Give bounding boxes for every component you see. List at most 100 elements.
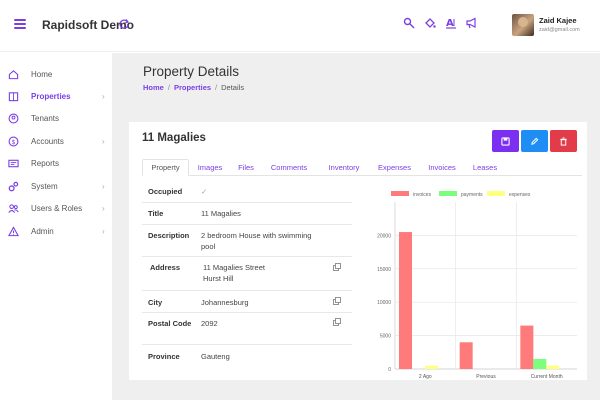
legend-label: expenses — [509, 192, 531, 198]
save-button[interactable] — [492, 130, 519, 152]
property-card: 11 Magalies Property Images Files Commen… — [129, 122, 587, 380]
page-title: Property Details — [143, 64, 240, 79]
delete-button[interactable] — [550, 130, 577, 152]
y-tick-label: 5000 — [380, 334, 391, 340]
users-icon — [8, 203, 19, 213]
detail-value: 2092 — [201, 319, 218, 328]
copy-icon[interactable] — [333, 263, 341, 271]
breadcrumb: Home / Properties / Details — [143, 83, 244, 92]
property-tabs: Property Images Files Comments Inventory… — [142, 159, 582, 176]
chevron-right-icon: › — [102, 181, 105, 191]
chevron-right-icon: › — [102, 226, 105, 236]
user-email: zaid@gmail.com — [539, 27, 580, 33]
detail-row-city: City Johannesburg — [142, 291, 352, 313]
detail-row-province: Province Gauteng — [142, 345, 352, 367]
tenant-icon — [8, 113, 19, 123]
tab-inventory[interactable]: Inventory — [328, 163, 360, 172]
detail-row-address: Address 11 Magalies Street Hurst Hill — [142, 257, 352, 291]
detail-value: 2 bedroom House with swimming pool — [201, 231, 312, 251]
tab-comments[interactable]: Comments — [270, 163, 308, 172]
detail-label: Title — [148, 209, 164, 218]
sidebar-item-label: Properties — [31, 91, 71, 101]
x-tick-label: Current Month — [531, 374, 563, 380]
user-name: Zaid Kajee — [539, 16, 577, 25]
paint-bucket-icon[interactable] — [424, 17, 436, 29]
bar-invoices — [459, 342, 473, 369]
svg-text:$: $ — [11, 137, 15, 145]
sidebar-item-label: Reports — [31, 158, 60, 168]
y-tick-label: 10000 — [377, 300, 391, 306]
sidebar-item-label: Tenants — [31, 113, 60, 123]
detail-label: City — [148, 298, 163, 307]
bar-payments — [533, 358, 547, 369]
sidebar-item-users-roles[interactable]: Users & Roles › — [0, 198, 112, 218]
legend-swatch — [439, 191, 457, 196]
y-tick-label: 15000 — [377, 267, 391, 273]
detail-value: 11 Magalies — [201, 209, 241, 218]
copy-icon[interactable] — [333, 318, 341, 326]
legend-swatch — [391, 191, 409, 196]
brand-name: Rapidsoft Demo — [42, 18, 135, 32]
bar-expenses — [425, 365, 438, 369]
copy-icon[interactable] — [333, 297, 341, 305]
sidebar-item-label: Users & Roles — [31, 203, 83, 213]
detail-label: Occupied — [148, 187, 183, 196]
sidebar-item-tenants[interactable]: Tenants — [0, 108, 112, 128]
detail-row-description: Description 2 bedroom House with swimmin… — [142, 225, 352, 257]
key-search-icon[interactable] — [403, 17, 415, 29]
font-accessibility-icon[interactable]: A — [445, 17, 457, 29]
edit-button[interactable] — [521, 130, 548, 152]
bar-invoices — [520, 325, 534, 369]
main-content: Property Details Home / Properties / Det… — [112, 53, 600, 400]
avatar[interactable] — [512, 14, 534, 36]
detail-value: Gauteng — [201, 352, 230, 361]
hamburger-menu-icon[interactable] — [14, 19, 26, 29]
save-icon — [501, 136, 510, 146]
megaphone-icon[interactable] — [466, 17, 478, 29]
y-tick-label: 20000 — [377, 233, 391, 239]
pencil-icon — [531, 137, 539, 145]
breadcrumb-home-link[interactable]: Home — [143, 83, 164, 92]
chevron-right-icon: › — [102, 203, 105, 213]
sidebar-item-home[interactable]: Home — [0, 64, 112, 84]
detail-row-title: Title 11 Magalies — [142, 203, 352, 225]
sidebar-item-reports[interactable]: Reports — [0, 153, 112, 173]
chevron-right-icon: › — [102, 91, 105, 101]
top-bar: Rapidsoft Demo A Zaid Kajee zaid@gmail.c… — [0, 0, 600, 52]
sidebar-item-accounts[interactable]: $ Accounts › — [0, 131, 112, 151]
breadcrumb-current: Details — [221, 83, 245, 92]
sidebar-item-label: Admin — [31, 226, 54, 236]
detail-value: Johannesburg — [201, 298, 249, 307]
breadcrumb-properties-link[interactable]: Properties — [173, 83, 212, 92]
warning-icon — [8, 225, 19, 236]
sidebar-item-system[interactable]: System › — [0, 176, 112, 196]
tab-files[interactable]: Files — [238, 163, 254, 172]
bar-expenses — [546, 365, 560, 369]
svg-text:A: A — [446, 18, 454, 29]
detail-row-postal-code: Postal Code 2092 — [142, 313, 352, 345]
sidebar-item-admin[interactable]: Admin › — [0, 221, 112, 241]
dollar-icon: $ — [8, 136, 19, 146]
tab-property[interactable]: Property — [142, 159, 189, 176]
chevron-right-icon: › — [102, 136, 105, 146]
occupied-check-icon: ✓ — [201, 187, 208, 196]
building-icon — [8, 91, 19, 101]
tab-leases[interactable]: Leases — [472, 163, 498, 172]
refresh-icon[interactable] — [118, 18, 130, 30]
sidebar-item-label: Home — [31, 69, 53, 79]
legend-swatch — [487, 191, 505, 196]
sidebar-item-label: System — [31, 181, 58, 191]
bar-invoices — [399, 232, 412, 369]
tab-invoices[interactable]: Invoices — [428, 163, 456, 172]
detail-label: Address — [150, 263, 181, 272]
sidebar-item-properties[interactable]: Properties › — [0, 86, 112, 106]
bar-chart: invoices payments expenses 0 5000 10000 15000 2… — [377, 191, 577, 380]
x-tick-label: 2 Ago — [419, 374, 432, 380]
detail-value: 11 Magalies Street Hurst Hill — [203, 263, 265, 283]
detail-label: Province — [148, 352, 180, 361]
detail-row-occupied: Occupied ✓ — [142, 180, 352, 203]
tab-images[interactable]: Images — [197, 163, 223, 172]
detail-label: Description — [148, 231, 190, 240]
financial-chart: invoices payments expenses 0 5000 10000 15000 2… — [367, 182, 582, 380]
tab-expenses[interactable]: Expenses — [378, 163, 411, 172]
